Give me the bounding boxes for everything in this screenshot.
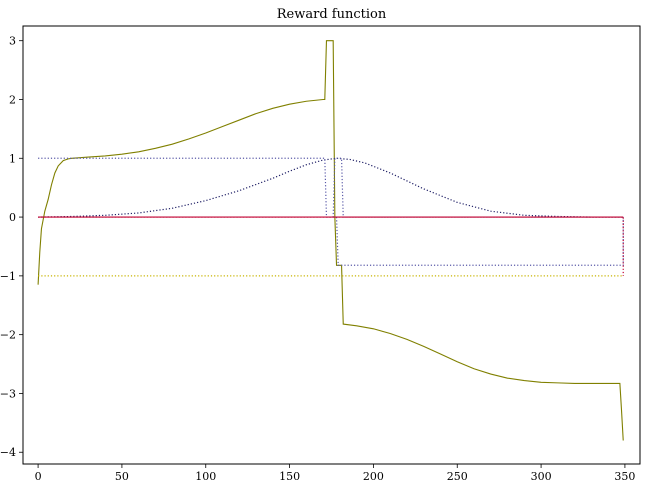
series-line-1	[38, 157, 624, 218]
y-tick-label: 3	[9, 35, 16, 48]
x-tick-label: 300	[531, 470, 552, 483]
chart-title: Reward function	[277, 7, 387, 22]
plot-area	[37, 40, 624, 441]
x-tick-label: 200	[363, 470, 384, 483]
y-tick-label: −2	[0, 329, 16, 342]
y-tick-label: 0	[9, 211, 16, 224]
x-tick-label: 50	[115, 470, 129, 483]
series-line-3	[335, 217, 624, 266]
x-tick-label: 100	[195, 470, 216, 483]
x-tick-label: 350	[614, 470, 635, 483]
x-tick-label: 150	[279, 470, 300, 483]
y-tick-label: −1	[0, 270, 16, 283]
y-tick-label: 2	[9, 93, 16, 106]
axes: 0 50 100 150 200 250 300 350 −4 −3 −2 −1 0 1 2 3	[0, 35, 635, 483]
series-line-0	[37, 40, 624, 441]
series-line-5	[38, 216, 624, 276]
x-tick-label: 0	[35, 470, 42, 483]
y-tick-label: −4	[0, 446, 16, 459]
y-tick-label: −3	[0, 387, 16, 400]
x-tick-label: 250	[447, 470, 468, 483]
plot-frame	[22, 25, 641, 465]
y-tick-label: 1	[9, 152, 16, 165]
series-line-2	[38, 157, 624, 218]
